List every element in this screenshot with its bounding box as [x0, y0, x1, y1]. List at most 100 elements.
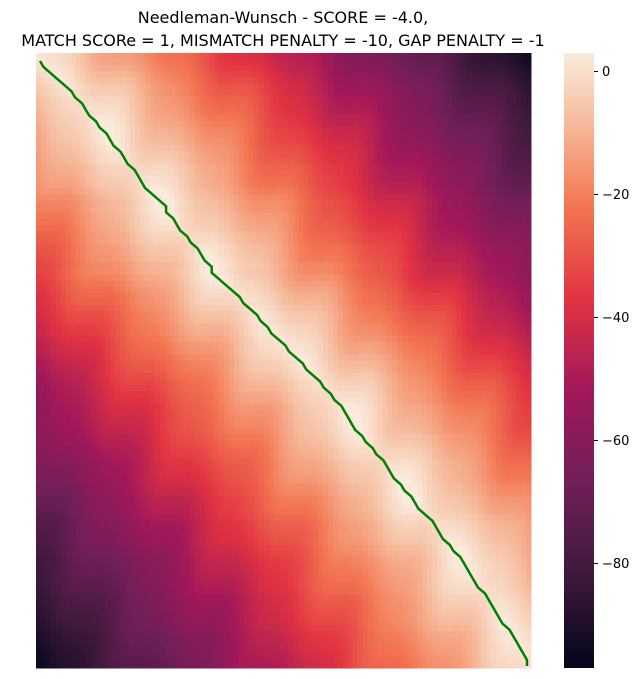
heatmap-cell [417, 145, 423, 152]
heatmap-cell [347, 126, 354, 134]
heatmap-cell [441, 299, 448, 306]
heatmap-cell [491, 169, 497, 177]
heatmap-cell [526, 299, 532, 306]
heatmap-cell [516, 225, 522, 232]
heatmap-cell [342, 354, 349, 361]
heatmap-cell [298, 182, 304, 189]
heatmap-cell [342, 151, 349, 159]
heatmap-cell [427, 126, 433, 134]
heatmap-cell [313, 120, 319, 128]
heatmap-cell [125, 102, 131, 109]
heatmap-cell [323, 151, 329, 159]
heatmap-cell [526, 163, 532, 171]
heatmap-cell [402, 311, 408, 318]
heatmap-cell [95, 335, 101, 343]
heatmap-cell [412, 348, 418, 355]
heatmap-cell [258, 342, 265, 349]
heatmap-cell [238, 262, 245, 269]
heatmap-cell [367, 237, 374, 245]
heatmap-cell [526, 53, 532, 60]
heatmap-cell [288, 348, 294, 355]
heatmap-cell [169, 200, 176, 208]
heatmap-cell [229, 132, 235, 140]
heatmap-cell [417, 354, 423, 361]
heatmap-cell [303, 255, 309, 263]
heatmap-cell [446, 225, 453, 232]
heatmap-cell [481, 212, 487, 220]
heatmap-cell [253, 348, 260, 355]
heatmap-cell [229, 188, 235, 195]
heatmap-cell [164, 77, 171, 85]
heatmap-cell [392, 243, 398, 251]
heatmap-cell [382, 65, 388, 72]
heatmap-cell [446, 102, 453, 109]
heatmap-cell [149, 342, 156, 349]
heatmap-cell [115, 163, 121, 171]
heatmap-cell [387, 311, 393, 318]
heatmap-cell [303, 225, 309, 232]
heatmap-cell [189, 89, 195, 97]
heatmap-cell [273, 151, 280, 159]
heatmap-cell [234, 114, 240, 122]
heatmap-cell [397, 108, 403, 115]
heatmap-cell [174, 299, 181, 306]
heatmap-cell [149, 163, 156, 171]
heatmap-cell [372, 335, 379, 343]
heatmap-cell [204, 96, 210, 103]
heatmap-cell [471, 65, 478, 72]
heatmap-cell [219, 169, 225, 177]
heatmap-cell [70, 102, 77, 109]
heatmap-cell [75, 317, 82, 325]
heatmap-cell [422, 53, 428, 60]
heatmap-cell [179, 212, 185, 220]
heatmap-cell [347, 237, 354, 245]
heatmap-cell [318, 335, 324, 343]
heatmap-cell [243, 114, 250, 122]
heatmap-cell [234, 262, 240, 269]
heatmap-cell [432, 237, 438, 245]
heatmap-cell [333, 157, 339, 165]
heatmap-cell [248, 225, 255, 232]
heatmap-cell [229, 83, 235, 91]
heatmap-cell [347, 108, 354, 115]
heatmap-cell [243, 194, 250, 202]
heatmap-cell [441, 323, 448, 331]
heatmap-cell [466, 237, 473, 245]
heatmap-cell [105, 249, 111, 257]
heatmap-cell [90, 120, 96, 128]
heatmap-cell [45, 163, 52, 171]
heatmap-cell [154, 243, 161, 251]
heatmap-cell [456, 53, 463, 60]
heatmap-cell [407, 262, 413, 269]
heatmap-cell [511, 292, 517, 300]
heatmap-cell [526, 268, 532, 275]
heatmap-cell [397, 102, 403, 109]
heatmap-cell [323, 255, 329, 263]
heatmap-cell [179, 71, 185, 79]
heatmap-cell [328, 65, 334, 72]
heatmap-cell [169, 299, 176, 306]
heatmap-cell [258, 323, 265, 331]
heatmap-cell [229, 108, 235, 115]
heatmap-cell [446, 89, 453, 97]
heatmap-cell [288, 77, 294, 85]
heatmap-cell [234, 169, 240, 177]
heatmap-cell [333, 139, 339, 146]
heatmap-cell [342, 120, 349, 128]
heatmap-cell [466, 151, 473, 159]
heatmap-cell [45, 342, 52, 349]
heatmap-cell [372, 231, 379, 238]
heatmap-cell [229, 212, 235, 220]
heatmap-cell [164, 348, 171, 355]
heatmap-cell [278, 329, 284, 337]
heatmap-cell [313, 280, 319, 288]
heatmap-cell [100, 225, 106, 232]
heatmap-cell [125, 194, 131, 202]
heatmap-cell [115, 132, 121, 140]
heatmap-cell [298, 249, 304, 257]
heatmap-cell [189, 262, 195, 269]
heatmap-cell [224, 89, 230, 97]
heatmap-cell [169, 71, 176, 79]
heatmap-cell [422, 305, 428, 312]
heatmap-cell [298, 53, 304, 60]
